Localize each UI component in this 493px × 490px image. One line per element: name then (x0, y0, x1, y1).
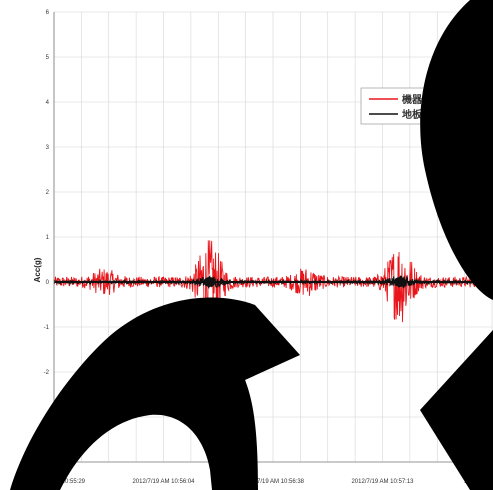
y-tick-label: 0 (46, 280, 50, 286)
y-tick-label: 3 (46, 145, 50, 151)
x-tick-label: 2012/7/19 AM 10:56:04 (132, 479, 195, 485)
y-tick-label: 4 (46, 100, 50, 106)
series-ch1-burst-marker (203, 277, 216, 287)
x-tick-label: 2012/7/19 AM 10:56:38 (242, 479, 305, 485)
series-layer (53, 240, 493, 325)
overlay-shape-bottom-right-wedge (420, 330, 493, 490)
y-tick-label: 5 (46, 55, 50, 61)
series-ch1-burst-marker (394, 277, 407, 287)
x-tick-label: 2012/7/19 AM 10:57:13 (351, 479, 414, 485)
y-tick-label: 2 (46, 190, 50, 196)
overlay-shape-right (420, 0, 493, 300)
y-tick-label: 1 (46, 235, 50, 241)
overlay-shape-bottom-left-arc (10, 297, 300, 490)
y-tick-label: -2 (44, 370, 50, 376)
black-overlay-shapes (10, 0, 493, 490)
y-axis-label: Acc(g) (33, 257, 42, 282)
y-tick-label: -1 (44, 325, 50, 331)
y-tick-label: 6 (46, 10, 50, 16)
